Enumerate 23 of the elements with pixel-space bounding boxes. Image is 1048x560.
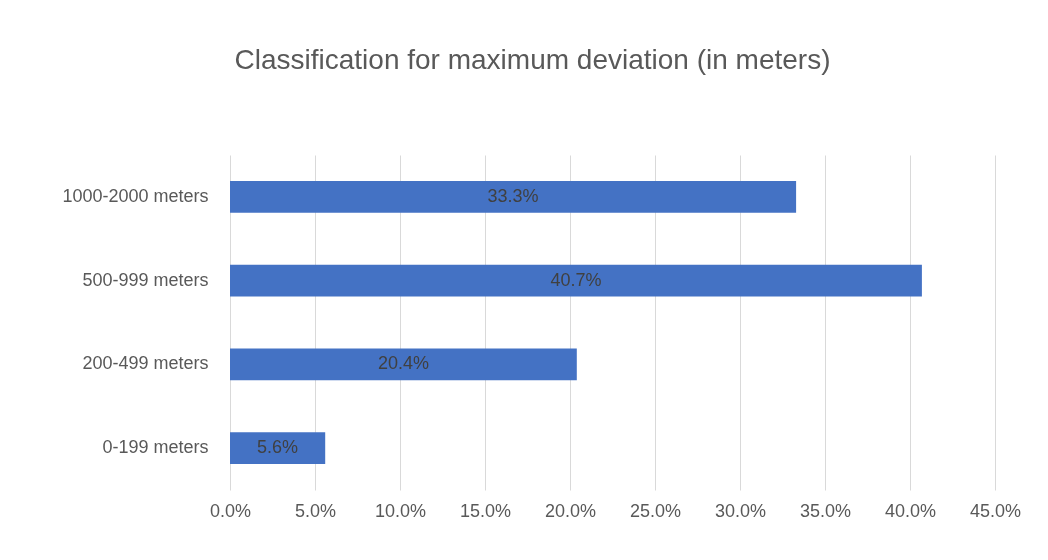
x-tick-label: 25.0%	[629, 500, 682, 521]
data-label: 20.4%	[377, 353, 429, 374]
x-tick-label: 0.0%	[209, 500, 252, 521]
bar	[230, 348, 577, 381]
y-tick-label: 200-499 meters	[82, 353, 209, 374]
data-label: 40.7%	[550, 269, 602, 290]
y-tick-label: 0-199 meters	[102, 437, 209, 458]
y-tick-label: 1000-2000 meters	[62, 185, 209, 206]
x-tick-label: 5.0%	[294, 500, 337, 521]
y-tick-label: 500-999 meters	[82, 269, 209, 290]
data-label: 33.3%	[487, 185, 539, 206]
chart-title: Classification for maximum deviation (in meters)	[234, 44, 831, 75]
bar	[230, 432, 326, 465]
x-tick-label: 30.0%	[714, 500, 767, 521]
x-tick-label: 35.0%	[799, 500, 852, 521]
bar	[230, 180, 797, 213]
x-tick-label: 10.0%	[374, 500, 427, 521]
x-tick-label: 40.0%	[884, 500, 937, 521]
data-label: 5.6%	[257, 437, 299, 458]
x-tick-label: 20.0%	[544, 500, 597, 521]
x-tick-label: 15.0%	[459, 500, 512, 521]
bar	[230, 264, 922, 297]
x-tick-label: 45.0%	[969, 500, 1022, 521]
